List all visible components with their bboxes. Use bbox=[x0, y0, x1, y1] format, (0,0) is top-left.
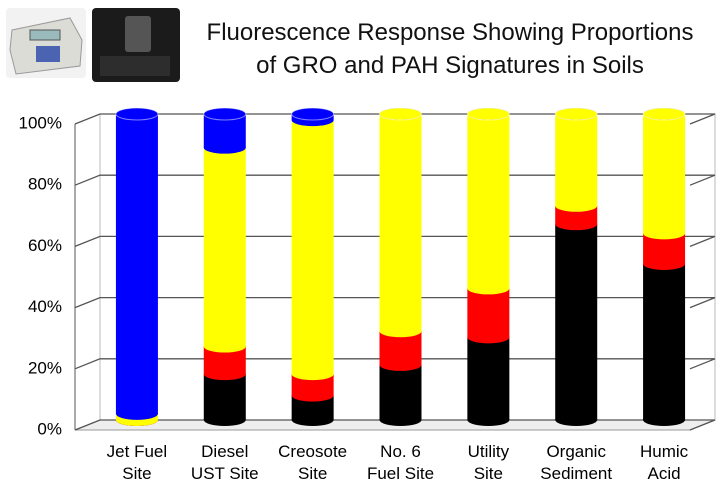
page: {"chart_data": {"type": "stacked-cylinde… bbox=[0, 0, 723, 490]
x-tick-label: Humic Acid bbox=[618, 441, 710, 485]
segment-body bbox=[204, 374, 246, 420]
chart-title: Fluorescence Response Showing Proportion… bbox=[180, 16, 720, 82]
segment-body bbox=[467, 288, 509, 337]
cylinder-segment bbox=[380, 114, 422, 337]
cylinder-segment bbox=[643, 114, 685, 239]
x-tick-label: Organic Sediment bbox=[530, 441, 622, 485]
x-tick-label: Diesel UST Site bbox=[179, 441, 271, 485]
cylinder-top bbox=[467, 108, 509, 120]
segment-body bbox=[292, 120, 334, 374]
cylinder-top bbox=[204, 108, 246, 120]
segment-body bbox=[467, 337, 509, 420]
cylinder-segment bbox=[555, 114, 597, 212]
cylinder-top bbox=[116, 108, 158, 120]
cylinder-segment bbox=[643, 264, 685, 426]
cylinder-segment bbox=[204, 148, 246, 353]
y-tick-label: 40% bbox=[28, 297, 62, 316]
x-tick-label: Utility Site bbox=[442, 441, 534, 485]
x-tick-label: Jet Fuel Site bbox=[91, 441, 183, 485]
x-tick-label: No. 6 Fuel Site bbox=[355, 441, 447, 485]
segment-body bbox=[380, 114, 422, 331]
instrument-photo bbox=[6, 8, 180, 82]
y-tick-label: 100% bbox=[19, 113, 62, 132]
cylinder-top bbox=[555, 108, 597, 120]
y-tick-label: 80% bbox=[28, 175, 62, 194]
segment-body bbox=[204, 148, 246, 347]
cylinder-segment bbox=[116, 114, 158, 420]
segment-body bbox=[116, 114, 158, 414]
cylinder-segment bbox=[555, 224, 597, 426]
segment-body bbox=[467, 114, 509, 288]
cylinder-segment bbox=[204, 374, 246, 426]
y-tick-label: 20% bbox=[28, 358, 62, 377]
segment-body bbox=[643, 264, 685, 420]
cylinder-segment bbox=[467, 337, 509, 426]
segment-body bbox=[643, 114, 685, 233]
cylinder-segment bbox=[467, 288, 509, 343]
cylinder-top bbox=[380, 108, 422, 120]
y-tick-label: 0% bbox=[37, 419, 62, 438]
segment-body bbox=[555, 224, 597, 420]
y-tick-label: 60% bbox=[28, 236, 62, 255]
cylinder-segment bbox=[292, 120, 334, 380]
segment-body bbox=[555, 114, 597, 206]
segment-body bbox=[380, 365, 422, 420]
cylinder-top bbox=[292, 108, 334, 120]
cylinder-segment bbox=[467, 114, 509, 294]
cylinder-segment bbox=[380, 365, 422, 426]
cylinder-top bbox=[643, 108, 685, 120]
x-tick-label: Creosote Site bbox=[267, 441, 359, 485]
